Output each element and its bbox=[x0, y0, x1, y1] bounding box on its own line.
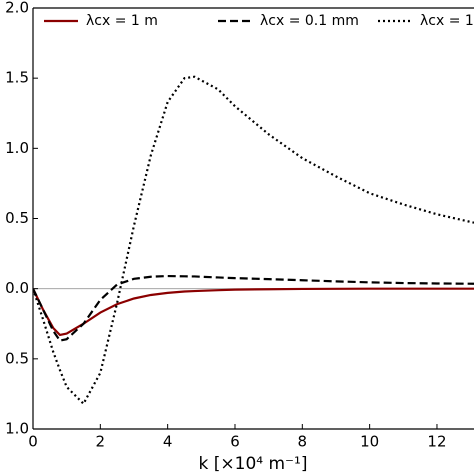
series-line bbox=[33, 274, 474, 342]
x-tick-label: 4 bbox=[163, 433, 173, 451]
plot-area bbox=[33, 75, 474, 406]
y-tick-label: 1.5 bbox=[5, 69, 29, 87]
legend-label: λcx = 1 m bbox=[86, 13, 158, 29]
x-tick-label: 10 bbox=[360, 433, 379, 451]
legend-label: λcx = 10 μ bbox=[420, 13, 474, 29]
series-line bbox=[33, 287, 474, 337]
x-tick-label: 0 bbox=[28, 433, 38, 451]
y-tick-label: 0.0 bbox=[5, 279, 29, 297]
x-tick-label: 8 bbox=[298, 433, 308, 451]
y-tick-label: 1.0 bbox=[5, 420, 29, 438]
y-tick-label: 1.0 bbox=[5, 139, 29, 157]
legend-label: λcx = 0.1 mm bbox=[260, 13, 359, 29]
y-tick-label: 2.0 bbox=[5, 0, 29, 17]
x-tick-label: 6 bbox=[230, 433, 240, 451]
y-tick-label: 0.5 bbox=[5, 349, 29, 367]
x-tick-label: 12 bbox=[427, 433, 446, 451]
y-tick-label: 0.5 bbox=[5, 209, 29, 227]
x-tick-label: 2 bbox=[96, 433, 106, 451]
series-line bbox=[33, 75, 474, 406]
x-axis-label: k [×10⁴ m⁻¹] bbox=[199, 454, 308, 474]
